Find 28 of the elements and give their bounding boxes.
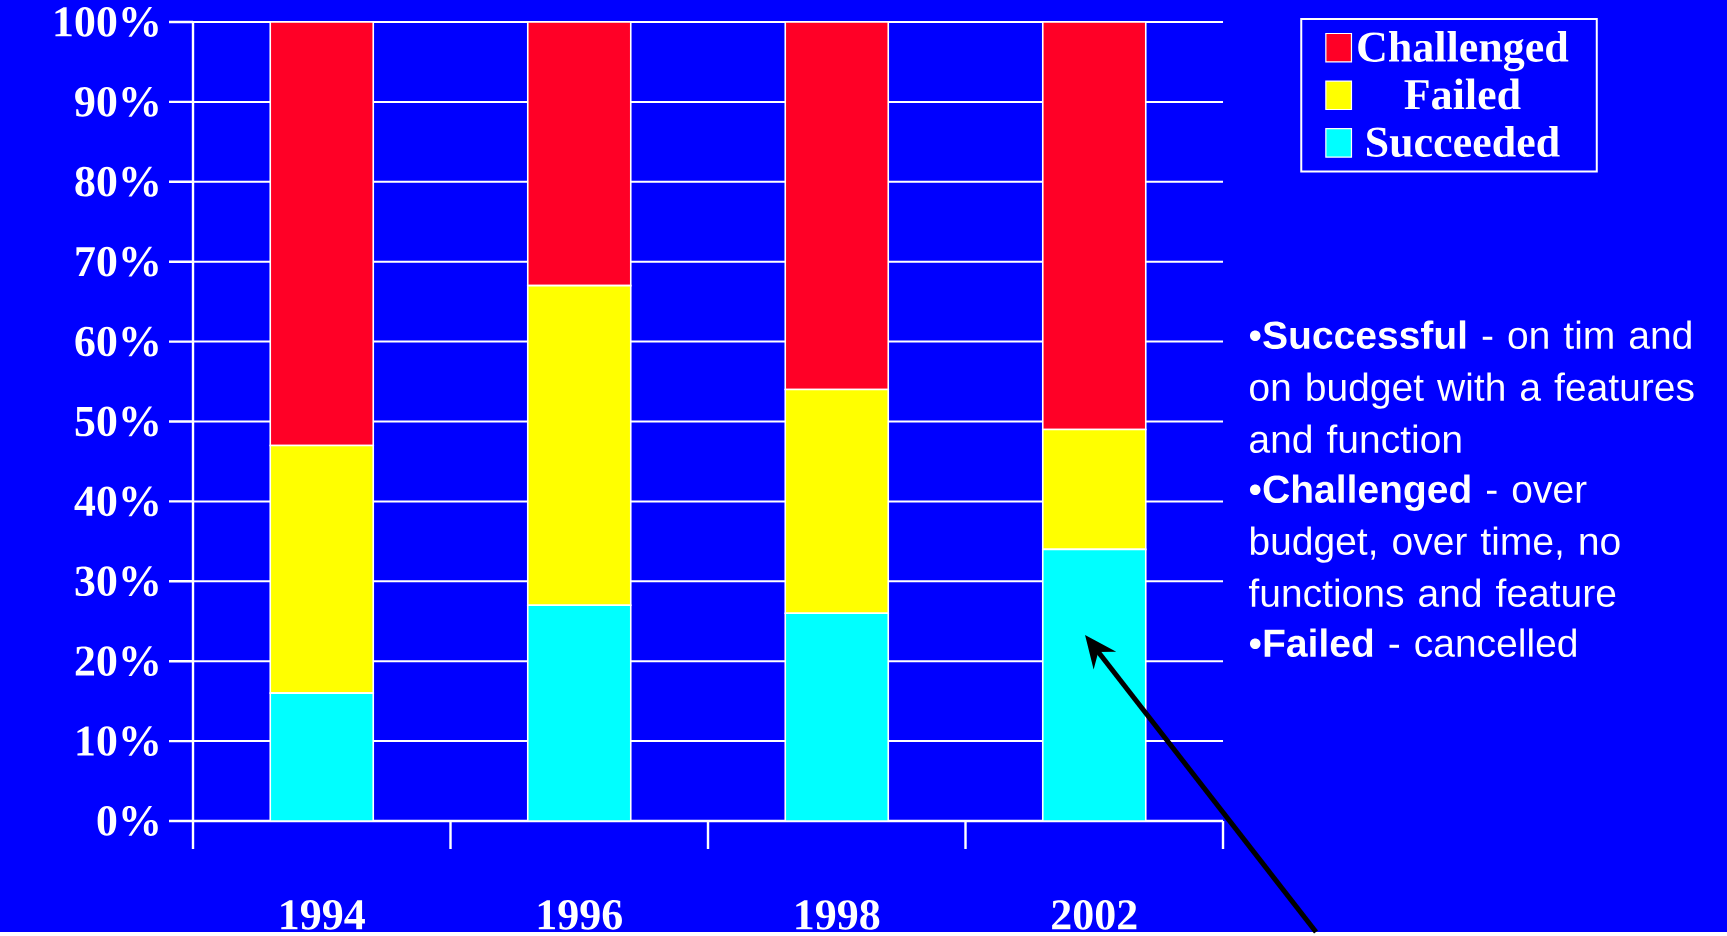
- bar: [269, 21, 375, 447]
- x-tick-label: 1998: [796, 899, 880, 930]
- bar: [526, 21, 632, 287]
- text: •Failed - cancelled: [1249, 628, 1576, 657]
- y-tick-label: 100%: [55, 6, 158, 37]
- text: •Challenged - over budget, over time, no functions and feature: [1248, 474, 1620, 607]
- bar: [784, 21, 890, 391]
- bar: [784, 612, 890, 821]
- y-tick-label: 20%: [75, 646, 158, 676]
- x-tick-label: 2002: [1052, 899, 1137, 930]
- y-tick-label: 90%: [75, 86, 158, 117]
- bar: [269, 692, 375, 821]
- y-tick-label: 60%: [75, 326, 158, 357]
- y-tick-label: 70%: [76, 246, 158, 277]
- y-tick-label: 0%: [97, 805, 158, 836]
- legend-label: Succeeded: [1367, 125, 1560, 157]
- y-tick-label: 40%: [74, 486, 158, 517]
- bar: [526, 604, 632, 821]
- x-tick-label: 1996: [538, 899, 622, 930]
- y-tick-label: 30%: [75, 566, 158, 596]
- x-tick-label: 1994: [281, 899, 365, 930]
- y-tick-label: 10%: [77, 725, 158, 756]
- bar: [1041, 21, 1147, 431]
- y-tick-label: 50%: [75, 406, 158, 437]
- y-tick-label: 80%: [75, 166, 158, 197]
- legend-label: Challenged: [1358, 30, 1569, 72]
- legend-label: Failed: [1404, 78, 1521, 110]
- text: •Successful - on tim and on budget with a features and function: [1249, 320, 1694, 453]
